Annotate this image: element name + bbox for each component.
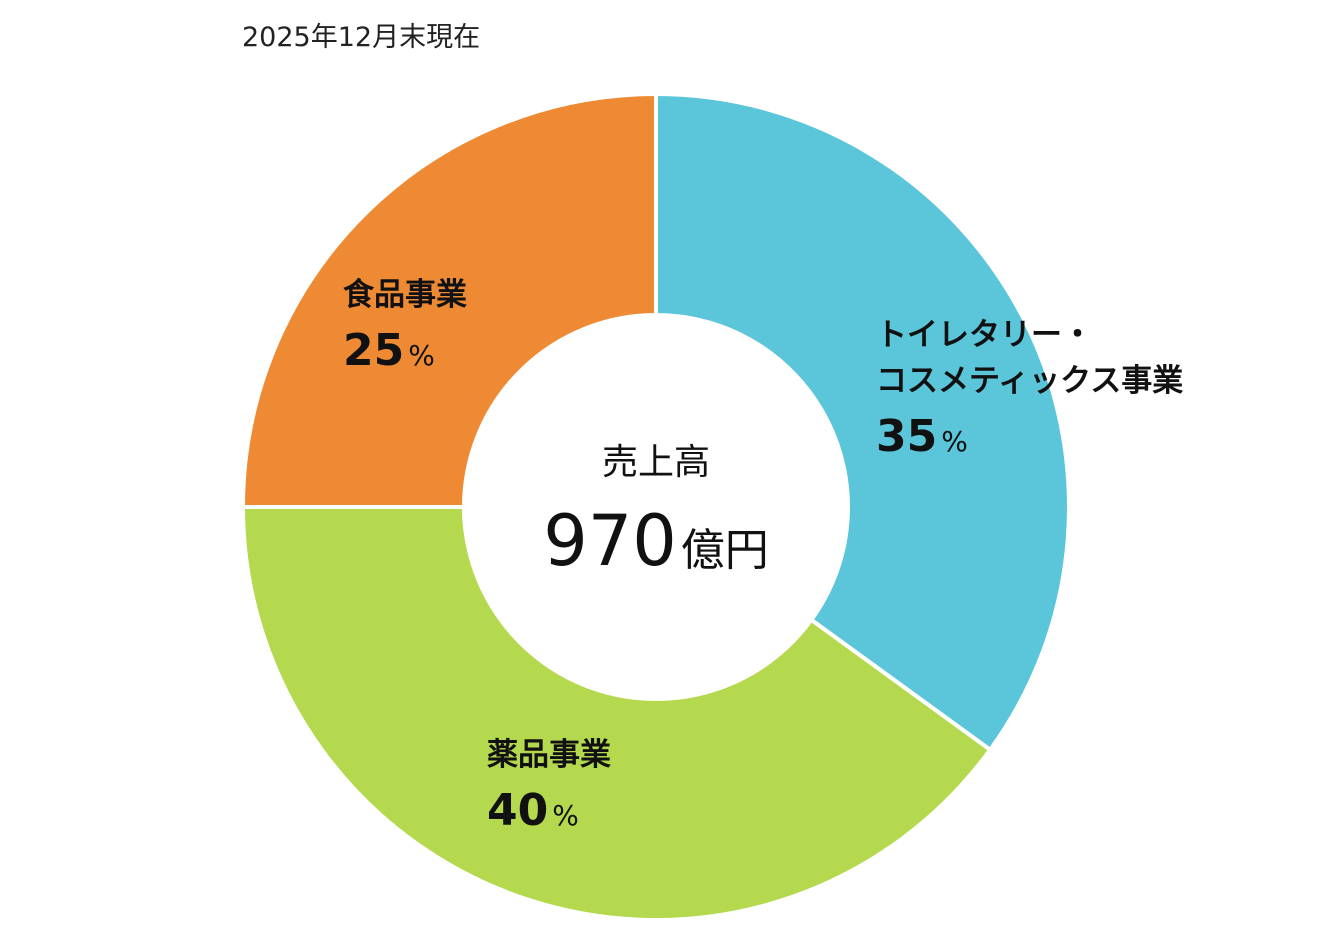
label-line: トイレタリー・	[876, 317, 1093, 353]
value-label: 25%	[343, 325, 435, 376]
donut	[240, 91, 1071, 922]
number: 40	[487, 785, 548, 836]
slice-label: 薬品事業	[487, 737, 611, 773]
number: 25	[343, 325, 404, 376]
number: 35	[876, 411, 937, 462]
unit: %	[408, 339, 435, 372]
center-value: 970億円	[543, 500, 769, 582]
slice-label: トイレタリー・コスメティックス事業	[876, 317, 1183, 399]
unit: %	[552, 799, 579, 832]
label-line: 食品事業	[343, 277, 467, 313]
slice-label: 食品事業	[343, 277, 467, 313]
donut-slice	[654, 91, 1071, 753]
label-line: コスメティックス事業	[876, 363, 1183, 399]
donut-slice	[240, 91, 658, 509]
donut-slice	[240, 505, 993, 922]
number: 970	[543, 500, 677, 582]
value-label: 35%	[876, 411, 968, 462]
unit: 億円	[681, 525, 769, 576]
unit: %	[941, 425, 968, 458]
center-title: 売上高	[602, 442, 710, 483]
chart-subtitle: 2025年12月末現在	[242, 22, 480, 53]
label-line: 薬品事業	[487, 737, 611, 773]
value-label: 40%	[487, 785, 579, 836]
